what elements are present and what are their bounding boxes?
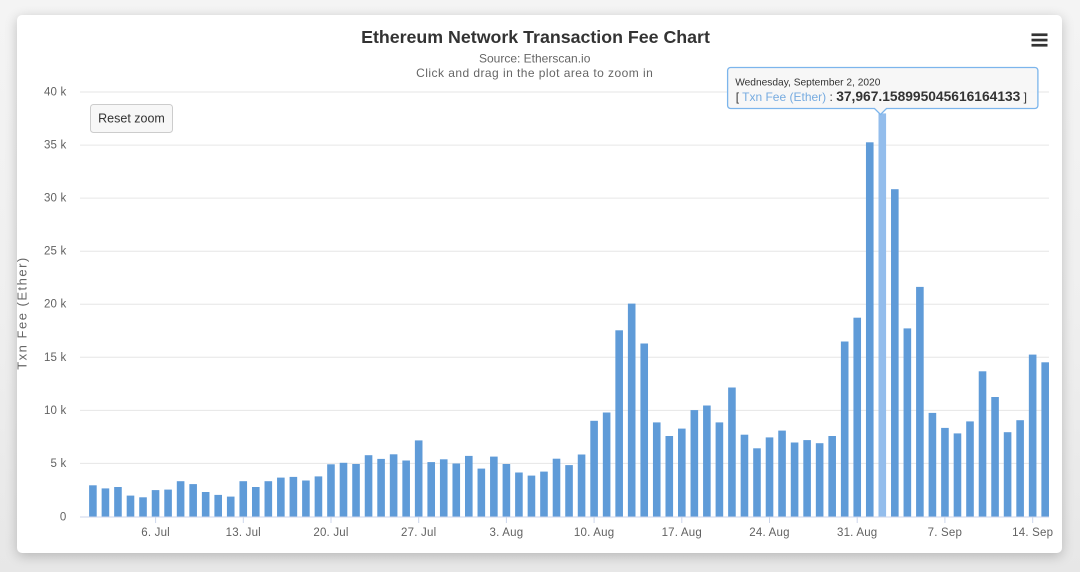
svg-text:24. Aug: 24. Aug [749, 527, 789, 539]
svg-text:Txn Fee (Ether): Txn Fee (Ether) [17, 256, 30, 370]
svg-text:17. Aug: 17. Aug [662, 527, 702, 539]
svg-text:20. Jul: 20. Jul [313, 527, 348, 539]
svg-text:[ Txn Fee (Ether) : 37,967.158: [ Txn Fee (Ether) : 37,967.1589950456161… [736, 89, 1027, 104]
svg-text:0: 0 [60, 512, 67, 524]
svg-text:25 k: 25 k [44, 246, 67, 258]
svg-text:10. Aug: 10. Aug [574, 527, 614, 539]
svg-text:Wednesday, September 2, 2020: Wednesday, September 2, 2020 [735, 78, 881, 89]
svg-text:20 k: 20 k [44, 299, 67, 311]
svg-text:Ethereum Network Transaction F: Ethereum Network Transaction Fee Chart [361, 27, 710, 47]
svg-text:31. Aug: 31. Aug [837, 527, 877, 539]
svg-text:6. Jul: 6. Jul [141, 527, 170, 539]
svg-text:35 k: 35 k [44, 140, 67, 152]
svg-text:Click and drag in the plot are: Click and drag in the plot area to zoom … [416, 66, 653, 80]
svg-text:14. Sep: 14. Sep [1012, 527, 1053, 539]
svg-text:7. Sep: 7. Sep [928, 527, 962, 539]
svg-text:Reset zoom: Reset zoom [98, 112, 165, 126]
svg-text:30 k: 30 k [44, 193, 67, 205]
svg-text:10 k: 10 k [44, 405, 67, 417]
svg-text:3. Aug: 3. Aug [489, 527, 523, 539]
svg-text:27. Jul: 27. Jul [401, 527, 436, 539]
svg-text:15 k: 15 k [44, 352, 67, 364]
svg-text:40 k: 40 k [44, 87, 67, 99]
svg-text:Source: Etherscan.io: Source: Etherscan.io [479, 52, 591, 66]
svg-text:13. Jul: 13. Jul [226, 527, 261, 539]
svg-text:5 k: 5 k [51, 458, 67, 470]
